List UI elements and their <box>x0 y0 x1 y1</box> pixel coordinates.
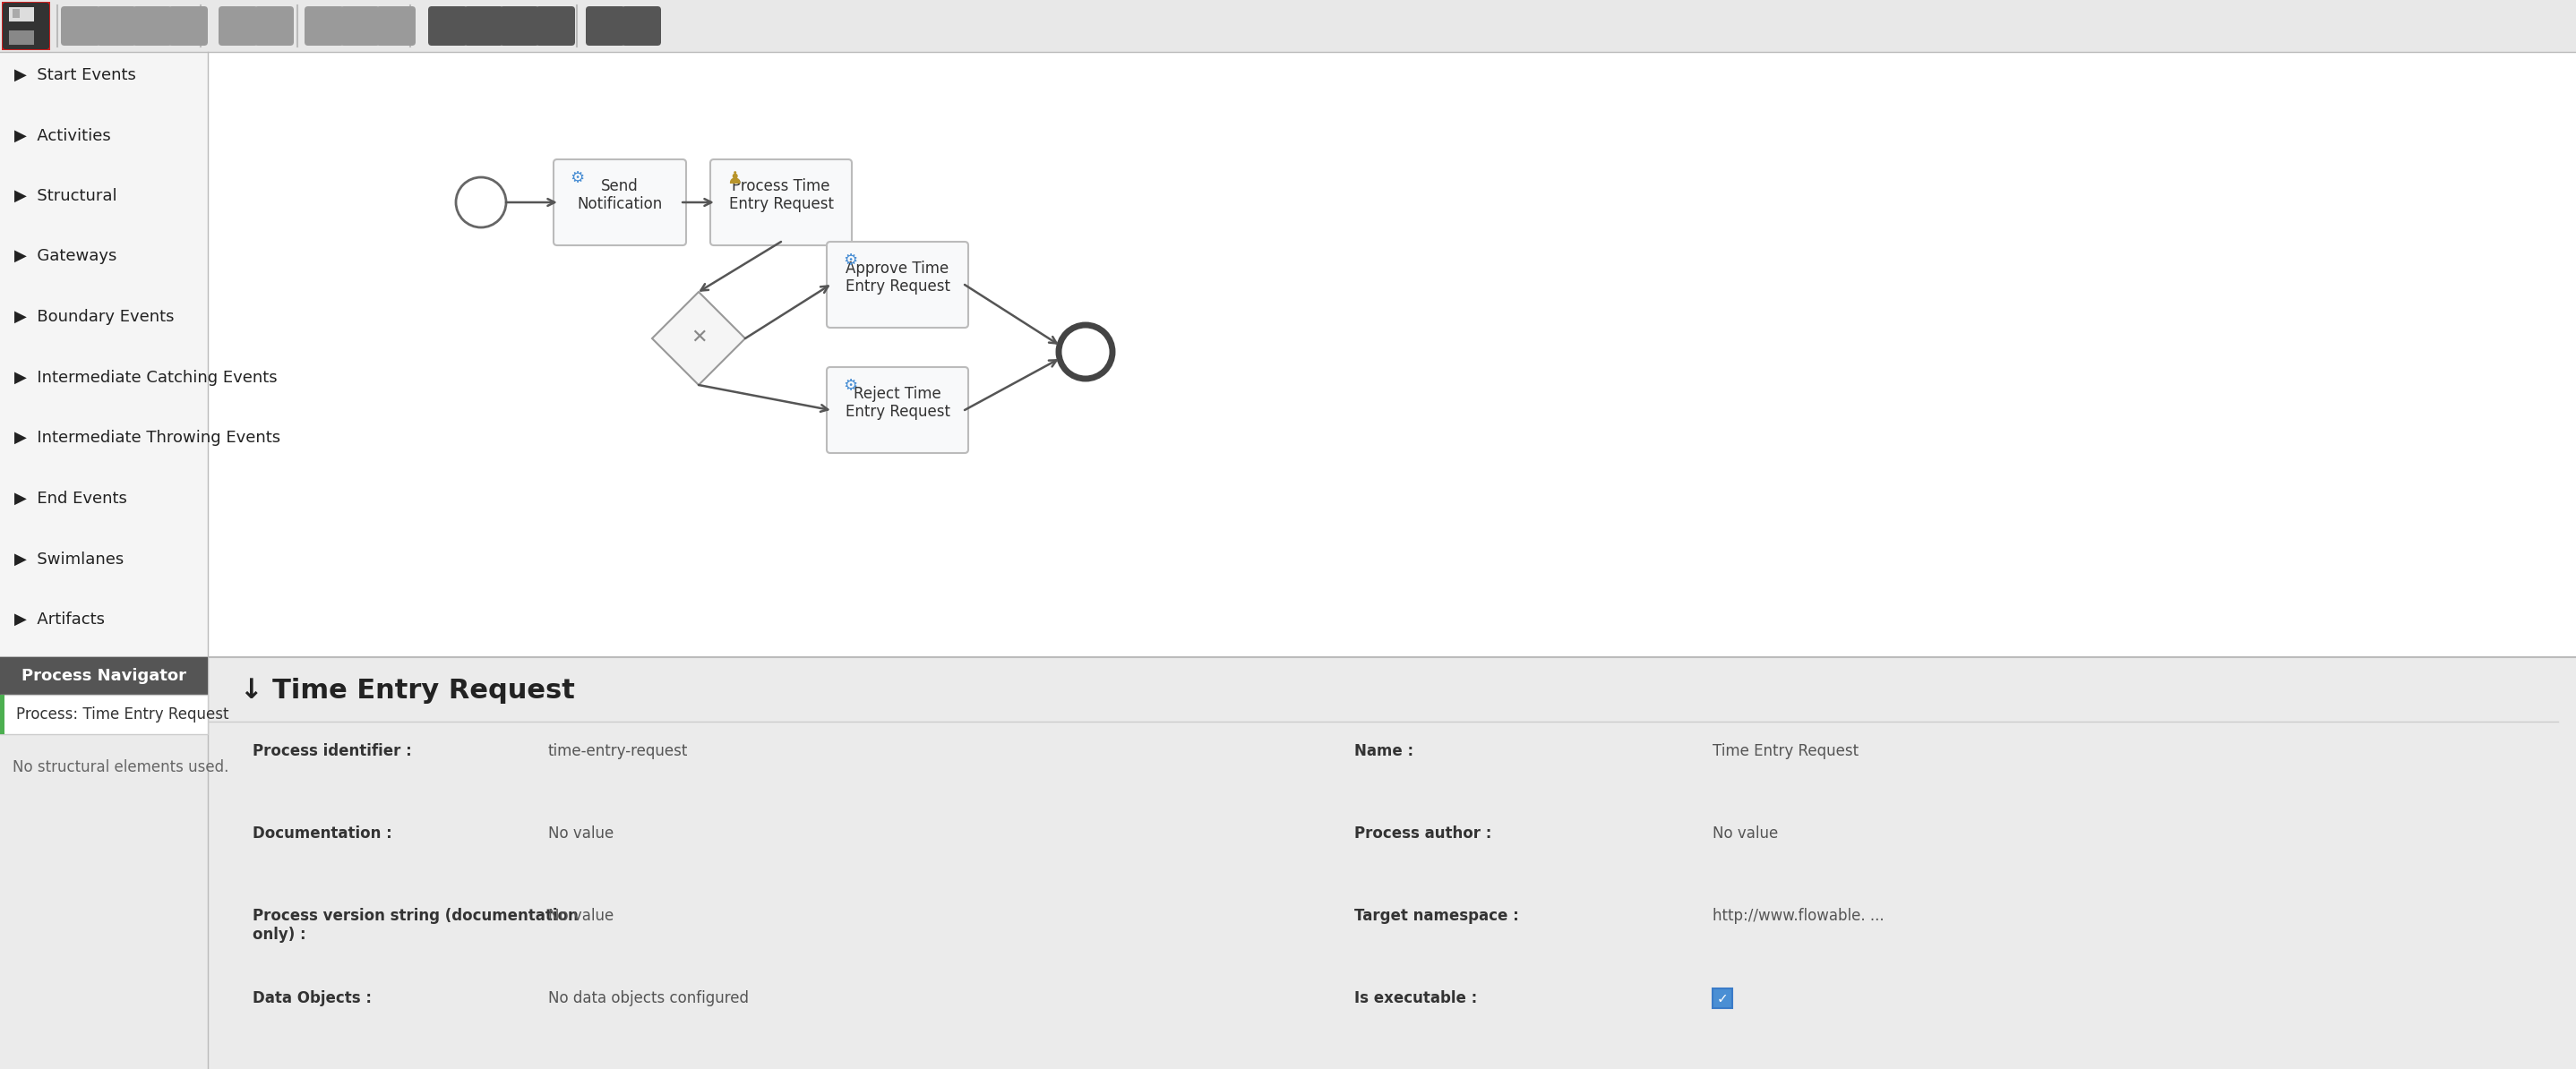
FancyBboxPatch shape <box>554 159 685 245</box>
Text: ▶  Artifacts: ▶ Artifacts <box>15 611 106 628</box>
FancyBboxPatch shape <box>621 6 662 46</box>
FancyBboxPatch shape <box>536 6 574 46</box>
FancyBboxPatch shape <box>167 6 209 46</box>
FancyBboxPatch shape <box>585 6 626 46</box>
Text: Send
Notification: Send Notification <box>577 177 662 213</box>
Bar <box>0 657 2576 1069</box>
Bar <box>13 9 21 18</box>
Text: ▶  Intermediate Throwing Events: ▶ Intermediate Throwing Events <box>15 430 281 446</box>
Text: Process author :: Process author : <box>1355 825 1492 841</box>
Text: ▶  Intermediate Catching Events: ▶ Intermediate Catching Events <box>15 370 278 386</box>
Text: ▶  Swimlanes: ▶ Swimlanes <box>15 551 124 568</box>
Text: ⚙: ⚙ <box>842 377 858 394</box>
Text: Process: Time Entry Request: Process: Time Entry Request <box>15 707 229 723</box>
Text: No data objects configured: No data objects configured <box>549 990 750 1006</box>
Text: Documentation :: Documentation : <box>252 825 392 841</box>
Text: No value: No value <box>549 825 613 841</box>
Circle shape <box>1059 325 1113 378</box>
Bar <box>0 52 209 657</box>
Polygon shape <box>652 292 744 385</box>
Text: Target namespace :: Target namespace : <box>1355 908 1520 924</box>
Text: ▶  Activities: ▶ Activities <box>15 127 111 143</box>
Text: ▶  Boundary Events: ▶ Boundary Events <box>15 309 175 325</box>
Text: Process identifier :: Process identifier : <box>252 743 412 759</box>
FancyBboxPatch shape <box>219 6 258 46</box>
FancyBboxPatch shape <box>464 6 502 46</box>
FancyBboxPatch shape <box>500 6 538 46</box>
Text: ▶  Start Events: ▶ Start Events <box>15 67 137 83</box>
FancyBboxPatch shape <box>62 6 100 46</box>
Text: ✕: ✕ <box>690 328 706 346</box>
Bar <box>0 695 209 734</box>
Text: ✓: ✓ <box>1716 992 1728 1006</box>
FancyBboxPatch shape <box>98 6 137 46</box>
FancyBboxPatch shape <box>255 6 294 46</box>
Bar <box>1713 989 1731 1008</box>
Text: Time Entry Request: Time Entry Request <box>1713 743 1860 759</box>
Text: Name :: Name : <box>1355 743 1414 759</box>
Text: ▶  End Events: ▶ End Events <box>15 491 126 507</box>
Text: Process version string (documentation
only) :: Process version string (documentation on… <box>252 908 580 943</box>
Bar <box>8 30 33 45</box>
Text: Is executable :: Is executable : <box>1355 990 1476 1006</box>
FancyBboxPatch shape <box>711 159 853 245</box>
Bar <box>0 695 5 734</box>
FancyBboxPatch shape <box>3 3 49 49</box>
Text: ▶  Gateways: ▶ Gateways <box>15 248 116 264</box>
Bar <box>0 0 2576 52</box>
Text: ↓ Time Entry Request: ↓ Time Entry Request <box>240 678 574 704</box>
Bar <box>8 7 33 21</box>
Text: No value: No value <box>549 908 613 924</box>
Text: Process Time
Entry Request: Process Time Entry Request <box>729 177 835 213</box>
Text: Approve Time
Entry Request: Approve Time Entry Request <box>845 260 951 295</box>
FancyBboxPatch shape <box>827 242 969 328</box>
Bar <box>3 2 49 50</box>
Text: ♟: ♟ <box>726 170 742 187</box>
FancyBboxPatch shape <box>131 6 173 46</box>
Text: Data Objects :: Data Objects : <box>252 990 371 1006</box>
Text: ▶  Structural: ▶ Structural <box>15 188 116 204</box>
FancyBboxPatch shape <box>340 6 379 46</box>
Text: Process Navigator: Process Navigator <box>21 668 185 684</box>
FancyBboxPatch shape <box>827 367 969 453</box>
Text: No value: No value <box>1713 825 1777 841</box>
FancyBboxPatch shape <box>304 6 345 46</box>
Bar <box>0 657 209 695</box>
Text: http://www.flowable. ...: http://www.flowable. ... <box>1713 908 1883 924</box>
FancyBboxPatch shape <box>376 6 415 46</box>
Text: ⚙: ⚙ <box>569 170 585 186</box>
Bar <box>209 52 2576 657</box>
FancyBboxPatch shape <box>428 6 469 46</box>
Circle shape <box>456 177 505 228</box>
Text: ⚙: ⚙ <box>842 252 858 268</box>
Text: No structural elements used.: No structural elements used. <box>13 759 229 775</box>
Text: Reject Time
Entry Request: Reject Time Entry Request <box>845 386 951 420</box>
Text: time-entry-request: time-entry-request <box>549 743 688 759</box>
